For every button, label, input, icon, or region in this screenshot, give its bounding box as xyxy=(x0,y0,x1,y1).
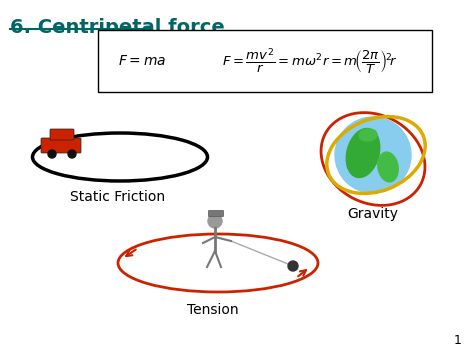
Text: 6. Centripetal force: 6. Centripetal force xyxy=(10,18,225,37)
Text: $F = ma$: $F = ma$ xyxy=(118,54,166,68)
Text: Gravity: Gravity xyxy=(347,207,399,221)
Text: Tension: Tension xyxy=(187,303,239,317)
Text: Static Friction: Static Friction xyxy=(71,190,165,204)
Circle shape xyxy=(208,214,222,228)
FancyBboxPatch shape xyxy=(209,211,224,217)
Text: $F = \dfrac{mv^2}{r} = m\omega^2 r = m\!\left(\dfrac{2\pi}{T}\right)^{\!2}\! r$: $F = \dfrac{mv^2}{r} = m\omega^2 r = m\!… xyxy=(222,46,398,76)
FancyBboxPatch shape xyxy=(41,138,81,153)
Circle shape xyxy=(68,150,76,158)
Circle shape xyxy=(335,117,411,193)
FancyBboxPatch shape xyxy=(50,129,74,140)
FancyBboxPatch shape xyxy=(98,30,432,92)
Circle shape xyxy=(288,261,298,271)
Text: 1: 1 xyxy=(454,334,462,347)
Ellipse shape xyxy=(378,152,398,182)
Circle shape xyxy=(48,150,56,158)
Ellipse shape xyxy=(346,129,380,178)
Ellipse shape xyxy=(359,129,377,141)
